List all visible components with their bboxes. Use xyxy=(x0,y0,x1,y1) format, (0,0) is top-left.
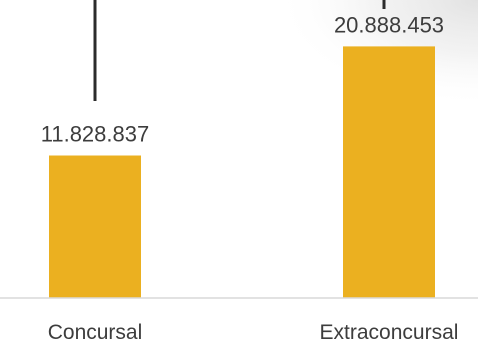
category-labels-group: Concursal Extraconcursal xyxy=(48,321,459,344)
value-labels-group: 11.828.837 20.888.453 xyxy=(41,12,444,146)
x-tick-label-concursal: Concursal xyxy=(48,321,143,344)
bar-extraconcursal xyxy=(343,46,435,299)
x-tick-label-extraconcursal: Extraconcursal xyxy=(320,321,459,344)
bar-concursal xyxy=(49,155,141,298)
bars-group xyxy=(49,46,435,299)
data-label-concursal: 11.828.837 xyxy=(41,122,149,147)
data-label-extraconcursal: 20.888.453 xyxy=(334,12,444,37)
